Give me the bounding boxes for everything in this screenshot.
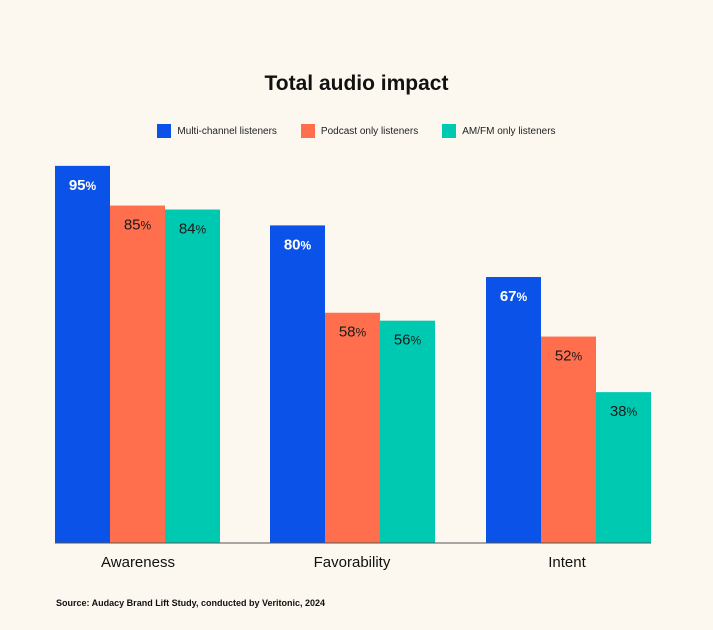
chart-title: Total audio impact [264, 72, 449, 95]
data-label-intent-series-1: 67% [500, 288, 528, 305]
legend-label-amfm: AM/FM only listeners [462, 125, 556, 137]
legend-label-multi-channel: Multi-channel listeners [177, 125, 277, 137]
legend-swatch-multi-channel [157, 124, 172, 138]
legend-item-amfm: AM/FM only listeners [442, 124, 556, 138]
chart-legend: Multi-channel listeners Podcast only lis… [0, 124, 713, 138]
x-tick-label-awareness: Awareness [101, 554, 175, 571]
bar-awareness-series-1 [55, 165, 110, 543]
legend-swatch-podcast [300, 124, 315, 138]
legend-label-podcast: Podcast only listeners [320, 125, 419, 137]
bar-intent-series-1 [486, 277, 541, 543]
x-tick-label-favorability: Favorability [314, 554, 391, 571]
bar-favorability-series-1 [270, 225, 325, 543]
data-label-awareness-series-1: 95% [69, 177, 97, 194]
bar-awareness-series-3 [165, 209, 220, 543]
data-label-favorability-series-2: 58% [339, 324, 367, 341]
bar-awareness-series-2 [110, 205, 165, 544]
bar-intent-series-2 [541, 336, 596, 543]
x-tick-label-intent: Intent [548, 554, 586, 571]
bar-favorability-series-3 [380, 320, 435, 543]
legend-item-multi-channel: Multi-channel listeners [157, 124, 277, 138]
legend-swatch-amfm [442, 124, 457, 138]
data-label-favorability-series-3: 56% [394, 332, 422, 349]
bar-intent-series-3 [596, 392, 651, 543]
data-label-awareness-series-2: 85% [124, 217, 152, 234]
source-note: Source: Audacy Brand Lift Study, conduct… [56, 598, 326, 608]
data-label-awareness-series-3: 84% [179, 221, 207, 238]
legend-item-podcast: Podcast only listeners [300, 124, 419, 138]
bar-favorability-series-2 [325, 312, 380, 543]
data-label-intent-series-3: 38% [610, 403, 638, 420]
data-label-favorability-series-1: 80% [284, 236, 312, 253]
data-label-intent-series-2: 52% [555, 348, 583, 365]
